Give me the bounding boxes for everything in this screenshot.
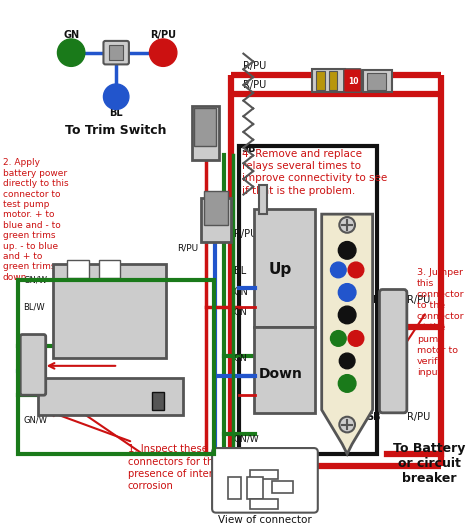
Bar: [204, 191, 228, 225]
Bar: [254, 209, 315, 326]
Text: 10: 10: [348, 76, 358, 85]
Bar: [228, 478, 241, 499]
FancyBboxPatch shape: [53, 264, 166, 358]
Text: To Trim Switch: To Trim Switch: [65, 125, 167, 137]
Text: GN: GN: [63, 30, 79, 40]
Text: SB: SB: [241, 144, 256, 154]
Text: R/PU: R/PU: [407, 295, 430, 305]
Bar: [272, 481, 293, 493]
Bar: [201, 198, 231, 242]
Circle shape: [339, 353, 355, 369]
Circle shape: [330, 331, 346, 346]
Circle shape: [149, 39, 177, 66]
Text: BL: BL: [234, 266, 246, 276]
Circle shape: [330, 262, 346, 278]
Polygon shape: [322, 214, 373, 454]
Text: SB: SB: [366, 412, 381, 422]
Text: R/PU: R/PU: [234, 229, 257, 239]
Circle shape: [338, 306, 356, 324]
Bar: [259, 185, 267, 214]
Bar: [250, 499, 278, 509]
Text: SB: SB: [366, 295, 381, 305]
Circle shape: [348, 262, 364, 278]
Text: BL: BL: [109, 108, 123, 118]
Text: 86: 86: [257, 467, 271, 478]
Text: R/PU: R/PU: [244, 61, 267, 72]
Text: GN: GN: [234, 307, 247, 316]
Bar: [254, 326, 315, 413]
Text: 3. Jumper
this
connector
to the
connector
at the
pump
motor to
verify
input: 3. Jumper this connector to the connecto…: [417, 268, 464, 377]
Text: BL/W: BL/W: [23, 386, 45, 395]
Text: 87: 87: [228, 482, 242, 492]
Text: GN/W: GN/W: [23, 275, 47, 284]
Text: R/PU: R/PU: [177, 244, 199, 253]
Circle shape: [338, 375, 356, 392]
Text: GN/W: GN/W: [23, 415, 47, 424]
Bar: [250, 470, 278, 479]
Bar: [316, 71, 325, 90]
Bar: [191, 107, 219, 160]
Bar: [67, 260, 89, 278]
Circle shape: [103, 84, 129, 109]
Text: R/PU: R/PU: [407, 412, 430, 422]
Text: 87a: 87a: [246, 482, 265, 492]
Text: BL/W: BL/W: [23, 303, 45, 312]
Circle shape: [348, 331, 364, 346]
Circle shape: [338, 242, 356, 259]
Text: 85: 85: [257, 496, 271, 506]
Bar: [247, 478, 263, 499]
Bar: [194, 109, 216, 146]
Bar: [99, 260, 120, 278]
Circle shape: [339, 217, 355, 233]
Bar: [18, 280, 214, 454]
FancyBboxPatch shape: [20, 334, 46, 395]
Text: GN: GN: [234, 354, 247, 363]
Circle shape: [338, 284, 356, 301]
Bar: [363, 70, 392, 92]
Text: GN: GN: [234, 287, 248, 297]
Bar: [312, 69, 345, 92]
Circle shape: [57, 39, 85, 66]
Bar: [109, 45, 123, 60]
FancyBboxPatch shape: [344, 69, 361, 92]
Text: GN/W: GN/W: [234, 435, 259, 444]
Bar: [153, 392, 164, 410]
Text: View of connector: View of connector: [218, 515, 312, 525]
Bar: [328, 71, 337, 90]
Text: 2. Apply
battery power
directly to this
connector to
test pump
motor. + to
blue : 2. Apply battery power directly to this …: [3, 158, 68, 282]
Circle shape: [339, 417, 355, 432]
Text: R/PU: R/PU: [244, 80, 267, 90]
FancyBboxPatch shape: [380, 289, 407, 413]
Text: Up: Up: [269, 262, 292, 277]
FancyBboxPatch shape: [212, 448, 318, 513]
Text: 4. Remove and replace
relays several times to
improve connectivity to see
if tha: 4. Remove and replace relays several tim…: [242, 148, 388, 196]
Bar: [238, 146, 377, 454]
Text: 30: 30: [275, 481, 290, 491]
Bar: [38, 377, 183, 415]
Text: Down: Down: [259, 367, 302, 381]
Bar: [367, 73, 386, 90]
Text: 1. Inspect these
connectors for the
presence of internal
corrosion: 1. Inspect these connectors for the pres…: [128, 444, 228, 491]
Text: R/PU: R/PU: [150, 30, 176, 40]
Text: To Battery
or circuit
breaker: To Battery or circuit breaker: [393, 442, 465, 485]
FancyBboxPatch shape: [103, 41, 129, 65]
